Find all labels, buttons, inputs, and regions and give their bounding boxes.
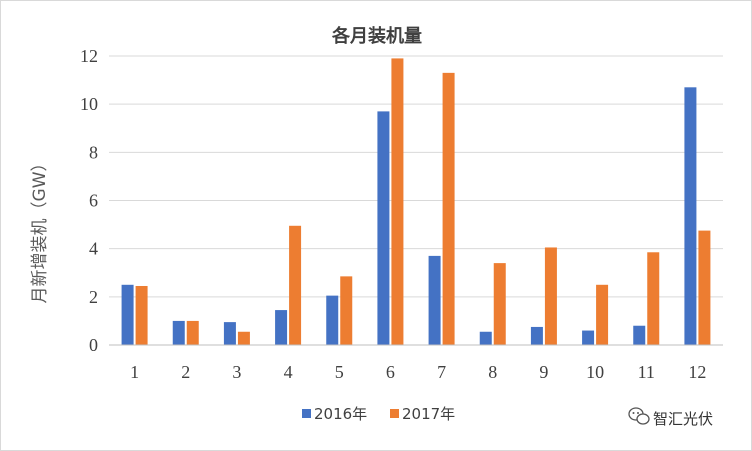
y-axis-label: 月新增装机（GW）: [30, 155, 50, 304]
chart-title: 各月装机量: [331, 25, 422, 47]
x-tick-label: 1: [130, 362, 139, 382]
y-tick-label: 8: [89, 142, 98, 162]
y-tick-label: 12: [80, 46, 98, 66]
bar-2016年-10: [582, 330, 595, 345]
y-tick-label: 2: [89, 287, 98, 307]
x-tick-label: 6: [386, 362, 395, 382]
bar-2016年-2: [172, 320, 185, 345]
x-tick-label: 11: [638, 362, 655, 382]
legend-label: 2017年: [402, 405, 455, 423]
legend-swatch: [390, 409, 399, 418]
bar-2017年-1: [135, 285, 148, 345]
x-tick-label: 12: [688, 362, 706, 382]
x-tick-label: 5: [335, 362, 344, 382]
bar-2017年-10: [596, 284, 609, 345]
x-tick-label: 10: [586, 362, 604, 382]
y-tick-label: 6: [89, 191, 98, 211]
x-tick-label: 2: [181, 362, 190, 382]
bar-2017年-9: [544, 247, 557, 345]
y-tick-label: 0: [89, 335, 98, 355]
bar-2016年-5: [326, 295, 339, 345]
bar-2017年-6: [391, 58, 404, 346]
bar-2016年-3: [223, 322, 236, 345]
bar-2017年-7: [442, 72, 455, 345]
bar-2016年-4: [275, 310, 288, 345]
bar-2016年-8: [479, 331, 492, 345]
bar-2016年-11: [633, 325, 646, 345]
x-tick-label: 8: [488, 362, 497, 382]
legend: 2016年 2017年: [302, 405, 455, 423]
wechat-icon: [628, 407, 650, 425]
bar-2017年-4: [289, 225, 302, 345]
bar-2016年-6: [377, 111, 390, 346]
legend-swatch: [302, 409, 311, 418]
x-tick-label: 9: [539, 362, 548, 382]
legend-label: 2016年: [314, 405, 367, 423]
bar-2017年-2: [186, 320, 199, 345]
gridlines: [109, 55, 723, 298]
bar-2017年-5: [340, 276, 353, 345]
x-tick-label: 7: [437, 362, 446, 382]
bar-2016年-9: [530, 326, 543, 345]
x-tick-label: 4: [284, 362, 293, 382]
bar-2016年-7: [428, 255, 441, 345]
x-axis-ticks: 1 2 3 4 5 6 7 8 9 10 11 12: [130, 362, 706, 382]
watermark-text: 智汇光伏: [653, 410, 713, 428]
bar-2017年-8: [493, 263, 506, 345]
bar-2017年-3: [237, 331, 250, 345]
x-tick-label: 3: [232, 362, 241, 382]
bar-2017年-11: [647, 252, 660, 345]
y-axis-ticks: 0 2 4 6 8 10 12: [80, 46, 98, 355]
y-tick-label: 10: [80, 94, 98, 114]
bar-2016年-12: [684, 87, 697, 345]
bars: [121, 58, 711, 346]
bar-2017年-12: [698, 230, 711, 345]
bar-2016年-1: [121, 284, 134, 345]
watermark: 智汇光伏: [628, 407, 713, 428]
y-tick-label: 4: [89, 239, 98, 259]
